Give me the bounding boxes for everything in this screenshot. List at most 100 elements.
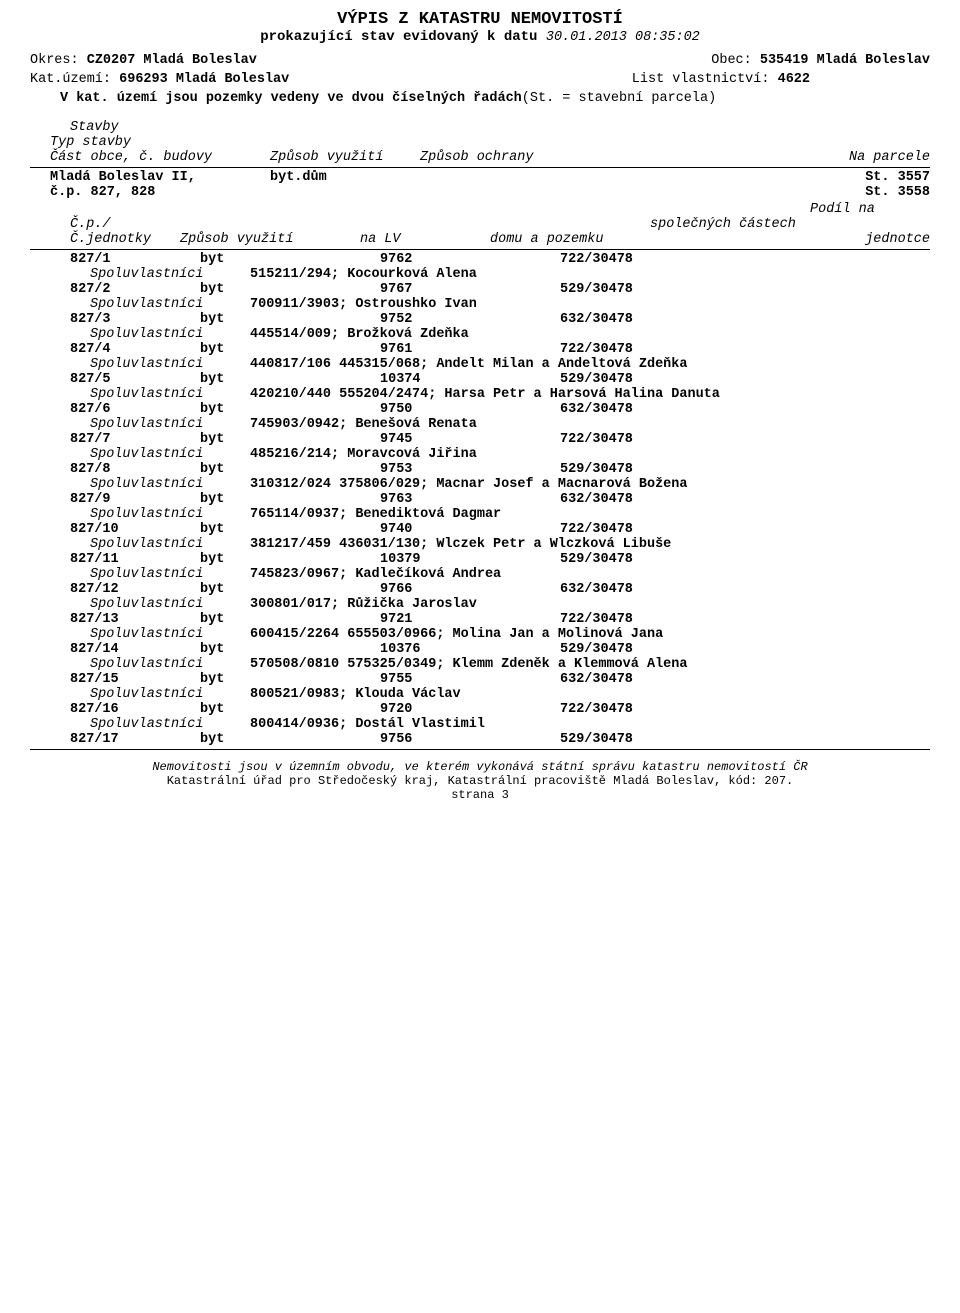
unit-type: byt xyxy=(200,552,380,567)
building-use: byt.dům xyxy=(270,170,600,185)
col-domu: domu a pozemku xyxy=(490,232,690,247)
unit-lv: 9756 xyxy=(380,732,560,747)
owners-value: 310312/024 375806/029; Macnar Josef a Ma… xyxy=(250,477,687,492)
unit-type: byt xyxy=(200,342,380,357)
unit-id: 827/2 xyxy=(70,282,200,297)
kat-note-1: V kat. území jsou pozemky vedeny ve dvou… xyxy=(60,91,522,106)
unit-owners-row: Spoluvlastníci800521/0983; Klouda Václav xyxy=(30,687,930,702)
kat-value: 696293 Mladá Boleslav xyxy=(119,72,289,87)
unit-type: byt xyxy=(200,372,380,387)
col-zpusob-vyuziti-2: Způsob využití xyxy=(180,232,360,247)
owners-value: 745903/0942; Benešová Renata xyxy=(250,417,477,432)
unit-owners-row: Spoluvlastníci745823/0967; Kadlečíková A… xyxy=(30,567,930,582)
building-num: č.p. 827, 828 xyxy=(50,185,600,200)
unit-owners-row: Spoluvlastníci485216/214; Moravcová Jiři… xyxy=(30,447,930,462)
owners-label: Spoluvlastníci xyxy=(90,717,250,732)
divider xyxy=(30,249,930,250)
col-na-lv: na LV xyxy=(360,232,490,247)
unit-row: 827/15byt9755632/30478 xyxy=(30,672,930,687)
owners-value: 420210/440 555204/2474; Harsa Petr a Har… xyxy=(250,387,720,402)
unit-lv: 9766 xyxy=(380,582,560,597)
unit-share: 529/30478 xyxy=(560,372,760,387)
unit-lv: 10374 xyxy=(380,372,560,387)
owners-label: Spoluvlastníci xyxy=(90,417,250,432)
unit-owners-row: Spoluvlastníci515211/294; Kocourková Ale… xyxy=(30,267,930,282)
unit-row: 827/16byt9720722/30478 xyxy=(30,702,930,717)
unit-type: byt xyxy=(200,642,380,657)
unit-id: 827/14 xyxy=(70,642,200,657)
footer-line-3: strana 3 xyxy=(30,788,930,802)
unit-type: byt xyxy=(200,582,380,597)
unit-lv: 9752 xyxy=(380,312,560,327)
footer-line-2: Katastrální úřad pro Středočeský kraj, K… xyxy=(30,774,930,788)
owners-value: 485216/214; Moravcová Jiřina xyxy=(250,447,477,462)
unit-owners-row: Spoluvlastníci300801/017; Růžička Jarosl… xyxy=(30,597,930,612)
unit-row: 827/7byt9745722/30478 xyxy=(30,432,930,447)
unit-type: byt xyxy=(200,672,380,687)
unit-lv: 9762 xyxy=(380,252,560,267)
unit-lv: 9755 xyxy=(380,672,560,687)
kat-note-2: (St. = stavební parcela) xyxy=(522,91,716,106)
unit-share: 722/30478 xyxy=(560,702,760,717)
unit-id: 827/1 xyxy=(70,252,200,267)
unit-id: 827/17 xyxy=(70,732,200,747)
unit-row: 827/1byt9762722/30478 xyxy=(30,252,930,267)
unit-share: 632/30478 xyxy=(560,582,760,597)
unit-type: byt xyxy=(200,702,380,717)
unit-share: 722/30478 xyxy=(560,342,760,357)
footer-line-1: Nemovitosti jsou v územním obvodu, ve kt… xyxy=(30,760,930,774)
unit-row: 827/14byt10376529/30478 xyxy=(30,642,930,657)
subtitle-label: prokazující stav evidovaný k datu xyxy=(260,29,546,45)
kat-label: Kat.území: xyxy=(30,72,119,87)
unit-type: byt xyxy=(200,462,380,477)
owners-label: Spoluvlastníci xyxy=(90,537,250,552)
unit-id: 827/13 xyxy=(70,612,200,627)
unit-share: 632/30478 xyxy=(560,492,760,507)
unit-type: byt xyxy=(200,252,380,267)
unit-row: 827/13byt9721722/30478 xyxy=(30,612,930,627)
owners-value: 515211/294; Kocourková Alena xyxy=(250,267,477,282)
unit-share: 632/30478 xyxy=(560,672,760,687)
unit-owners-row: Spoluvlastníci765114/0937; Benediktová D… xyxy=(30,507,930,522)
unit-type: byt xyxy=(200,402,380,417)
building-part: Mladá Boleslav II, xyxy=(50,170,270,185)
okres-label: Okres: xyxy=(30,53,87,68)
unit-owners-row: Spoluvlastníci445514/009; Brožková Zdeňk… xyxy=(30,327,930,342)
unit-share: 529/30478 xyxy=(560,732,760,747)
owners-label: Spoluvlastníci xyxy=(90,597,250,612)
unit-row: 827/3byt9752632/30478 xyxy=(30,312,930,327)
unit-id: 827/12 xyxy=(70,582,200,597)
unit-row: 827/10byt9740722/30478 xyxy=(30,522,930,537)
col-cjednotky: Č.jednotky xyxy=(70,232,180,247)
unit-row: 827/4byt9761722/30478 xyxy=(30,342,930,357)
okres-value: CZ0207 Mladá Boleslav xyxy=(87,53,257,68)
unit-row: 827/12byt9766632/30478 xyxy=(30,582,930,597)
owners-value: 745823/0967; Kadlečíková Andrea xyxy=(250,567,501,582)
owners-label: Spoluvlastníci xyxy=(90,327,250,342)
col-podil-na: Podíl na xyxy=(810,202,930,217)
unit-type: byt xyxy=(200,522,380,537)
col-spolec: společných částech xyxy=(650,217,930,232)
unit-share: 722/30478 xyxy=(560,432,760,447)
unit-owners-row: Spoluvlastníci570508/0810 575325/0349; K… xyxy=(30,657,930,672)
unit-type: byt xyxy=(200,732,380,747)
unit-lv: 10376 xyxy=(380,642,560,657)
obec-value: 535419 Mladá Boleslav xyxy=(760,53,930,68)
owners-value: 381217/459 436031/130; Wlczek Petr a Wlc… xyxy=(250,537,671,552)
unit-share: 529/30478 xyxy=(560,552,760,567)
owners-label: Spoluvlastníci xyxy=(90,507,250,522)
unit-row: 827/8byt9753529/30478 xyxy=(30,462,930,477)
unit-share: 632/30478 xyxy=(560,402,760,417)
parcela-2: St. 3558 xyxy=(865,185,930,200)
unit-id: 827/4 xyxy=(70,342,200,357)
unit-share: 529/30478 xyxy=(560,642,760,657)
owners-label: Spoluvlastníci xyxy=(90,267,250,282)
owners-value: 700911/3903; Ostroushko Ivan xyxy=(250,297,477,312)
unit-id: 827/10 xyxy=(70,522,200,537)
owners-label: Spoluvlastníci xyxy=(90,447,250,462)
unit-id: 827/16 xyxy=(70,702,200,717)
unit-type: byt xyxy=(200,432,380,447)
subtitle-line: prokazující stav evidovaný k datu 30.01.… xyxy=(30,29,930,45)
units-list: 827/1byt9762722/30478Spoluvlastníci51521… xyxy=(30,252,930,747)
unit-type: byt xyxy=(200,282,380,297)
